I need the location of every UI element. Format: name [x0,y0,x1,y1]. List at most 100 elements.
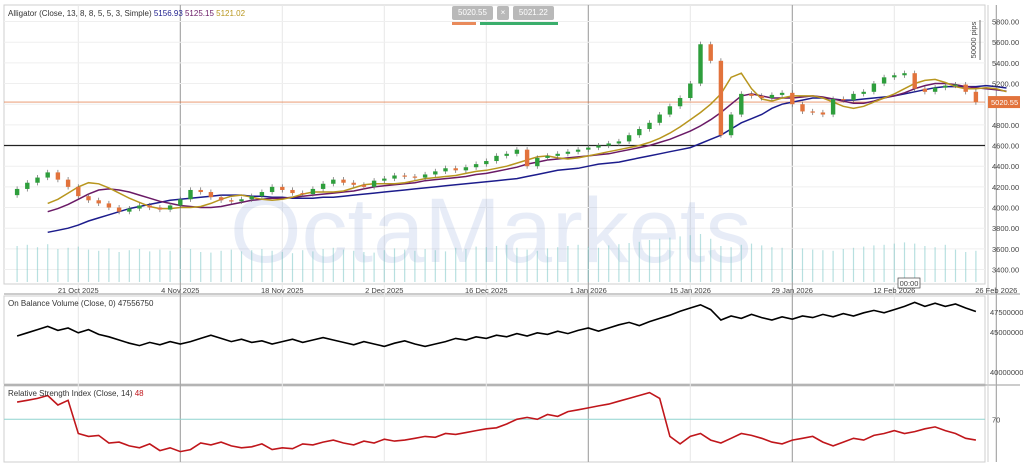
candle-body [76,186,81,197]
volume-bar [495,246,498,282]
rsi-series-line [16,391,977,453]
volume-bar [659,238,661,282]
volume-bar [954,249,957,282]
candle-body [65,179,71,187]
obv-tick-label: 47500000 [990,308,1023,317]
candle-body [912,73,917,89]
candle-body [626,135,632,142]
candle-body [545,155,550,158]
volume-bar [526,249,528,282]
price-tick-label: 3800.00 [992,224,1019,233]
time-label-box [897,277,921,289]
alligator-value-0: 5156.93 [154,9,185,18]
candle-body [586,147,591,150]
candle-body [677,98,683,107]
candle-body [402,175,407,177]
volume-bar [516,247,518,282]
candle-body [208,192,214,198]
volume-bar [332,247,334,282]
date-tick-label: 12 Feb 2026 [873,286,915,295]
candle-body [504,153,509,156]
reference-lines [4,101,985,147]
price-tick-label: 4600.00 [992,142,1019,151]
volume-bar [628,243,630,282]
volume-bar [618,244,620,282]
candle-body [932,87,938,92]
volume-bar [240,251,243,282]
candle-body [463,167,469,171]
price-tick-label: 5800.00 [992,18,1019,27]
candle-body [953,84,958,86]
candlesticks [14,41,979,215]
candle-body [218,197,224,201]
pane-border-2 [3,385,986,463]
candle-body [728,114,734,136]
volume-bar [689,235,691,282]
volume-bar [444,251,447,282]
volume-bar [720,246,722,282]
buy-price-button[interactable]: 5021.22 [512,6,554,20]
volume-bar [608,245,610,282]
volume-bar [220,250,222,282]
volume-bar [271,250,273,282]
volume-bar [506,244,508,282]
candle-body [259,192,265,197]
rsi-legend: Relative Strength Index (Close, 14) 48 [8,389,144,398]
volume-bar [424,249,426,282]
date-tick-label: 4 Nov 2025 [161,286,199,295]
volume-bar [965,252,967,282]
volume-bar [781,247,783,282]
grid-layer [3,4,1020,463]
candle-body [596,145,601,148]
date-tick-label: 16 Dec 2025 [465,286,508,295]
volume-bar [302,250,304,282]
candle-body [524,149,530,167]
volume-bar [791,249,793,282]
sell-price-button[interactable]: 5020.55 [452,6,493,20]
candle-body [739,93,744,115]
candle-body [963,84,968,92]
volume-bar [914,243,916,282]
volume-bar [138,249,141,282]
volume-bar [77,246,79,282]
price-tick-label: 3400.00 [992,266,1019,275]
date-tick-label: 21 Oct 2025 [58,286,99,295]
candle-body [300,193,305,195]
candle-body [86,196,91,201]
volume-bar [281,252,283,282]
volume-bar [98,250,100,282]
volume-bar [740,244,742,282]
volume-bar [669,237,671,282]
candle-body [769,94,775,98]
volume-bar [893,243,895,282]
volume-bar [679,236,681,282]
volume-bar [404,249,406,282]
volume-bar [801,248,804,282]
volume-bar [465,249,467,282]
volume-bar [373,252,375,282]
volume-bar [159,249,161,282]
volume-bar [16,246,18,282]
candle-body [820,112,826,115]
candle-body [147,205,152,208]
volume-bar [730,247,732,282]
candle-body [443,168,448,172]
candle-body [555,153,560,156]
volume-bar [699,234,702,282]
candle-body [198,189,203,193]
close-icon[interactable]: × [496,6,509,20]
rsi-tick-label: 70 [992,415,1000,424]
volume-bar [475,246,477,282]
candle-body [453,168,458,171]
obv-legend: On Balance Volume (Close, 0) 47556750 [8,299,154,308]
candle-body [657,114,662,123]
candle-body [157,207,163,210]
volume-bar [822,250,824,282]
volume-bar [57,249,59,282]
volume-bar [863,246,865,282]
obv-tick-label: 45000000 [990,328,1023,337]
volume-bar [414,250,416,282]
volume-bar [47,244,49,282]
